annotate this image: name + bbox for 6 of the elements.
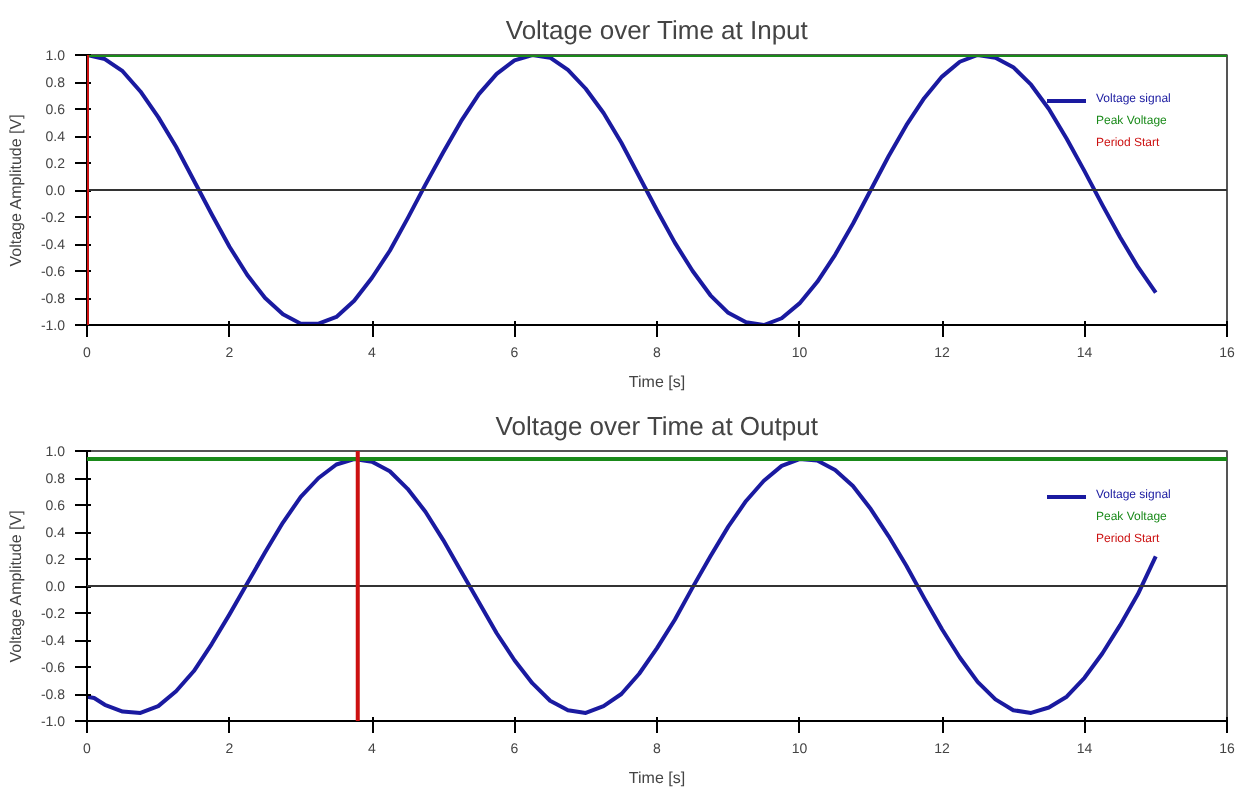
x-axis-title: Time [s] [628,373,686,391]
x-axis-title: Time [s] [628,769,686,787]
y-axis-title: Voltage Amplitude [V] [6,510,25,663]
y-axis-title: Voltage Amplitude [V] [6,114,25,267]
chart-title: Voltage over Time at Output [495,411,819,441]
chart-title: Voltage over Time at Input [505,15,809,45]
